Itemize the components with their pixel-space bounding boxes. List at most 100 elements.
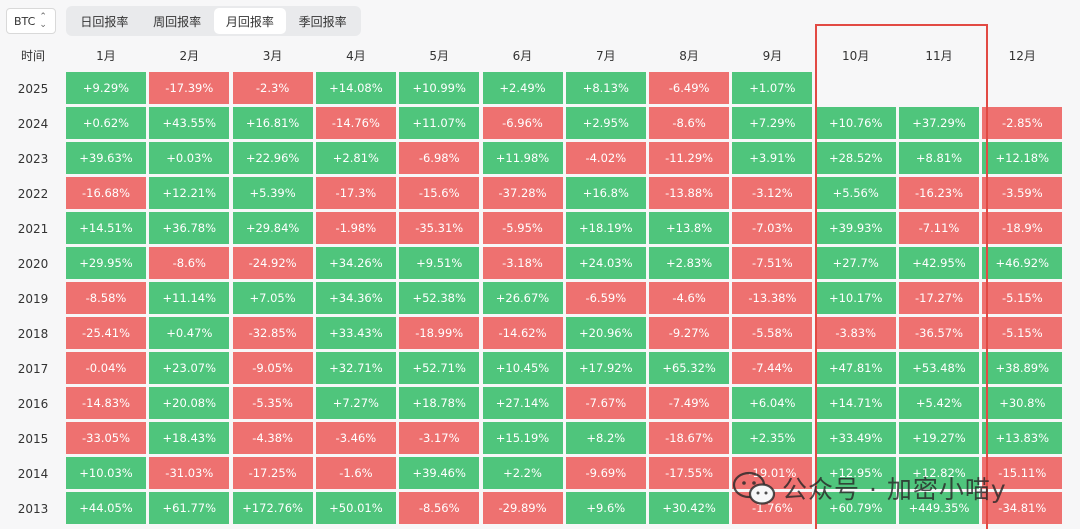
return-cell[interactable]: +5.56% xyxy=(815,177,896,209)
return-cell[interactable]: -5.35% xyxy=(232,387,313,419)
return-cell[interactable]: +29.84% xyxy=(232,212,313,244)
return-cell[interactable]: -25.41% xyxy=(66,317,146,349)
return-cell[interactable]: -14.62% xyxy=(482,317,563,349)
return-cell[interactable]: -18.9% xyxy=(982,212,1063,244)
return-cell[interactable]: +13.8% xyxy=(649,212,730,244)
return-cell[interactable]: +47.81% xyxy=(815,352,896,384)
return-cell[interactable]: -18.67% xyxy=(649,422,730,454)
return-cell[interactable]: +13.83% xyxy=(982,422,1063,454)
return-cell[interactable]: +0.47% xyxy=(149,317,230,349)
return-cell[interactable]: +27.7% xyxy=(815,247,896,279)
return-cell[interactable]: -32.85% xyxy=(232,317,313,349)
return-cell[interactable]: +5.42% xyxy=(899,387,979,419)
return-cell[interactable]: -7.11% xyxy=(899,212,979,244)
return-cell[interactable]: +34.36% xyxy=(315,282,396,314)
return-cell[interactable]: -3.83% xyxy=(815,317,896,349)
return-cell[interactable]: +19.27% xyxy=(899,422,979,454)
return-cell[interactable]: -11.29% xyxy=(649,142,730,174)
return-cell[interactable]: +26.67% xyxy=(482,282,563,314)
return-cell[interactable]: +2.35% xyxy=(732,422,813,454)
return-cell[interactable]: +7.27% xyxy=(315,387,396,419)
return-cell[interactable]: +38.89% xyxy=(982,352,1063,384)
return-cell[interactable]: +30.42% xyxy=(649,492,730,524)
return-cell[interactable]: -19.01% xyxy=(732,457,813,489)
return-cell[interactable]: +10.17% xyxy=(815,282,896,314)
return-cell[interactable]: +8.13% xyxy=(565,72,646,104)
return-cell[interactable]: +2.95% xyxy=(565,107,646,139)
return-cell[interactable]: -7.03% xyxy=(732,212,813,244)
return-cell[interactable]: -9.69% xyxy=(565,457,646,489)
return-cell[interactable]: +6.04% xyxy=(732,387,813,419)
return-cell[interactable]: -6.98% xyxy=(399,142,480,174)
return-cell[interactable]: +39.46% xyxy=(399,457,480,489)
return-cell[interactable]: +11.14% xyxy=(149,282,230,314)
return-cell[interactable]: -15.11% xyxy=(982,457,1063,489)
return-cell[interactable]: +14.71% xyxy=(815,387,896,419)
return-cell[interactable]: +9.29% xyxy=(66,72,146,104)
return-cell[interactable]: +14.51% xyxy=(66,212,146,244)
return-cell[interactable]: +2.81% xyxy=(315,142,396,174)
return-cell[interactable]: -17.39% xyxy=(149,72,230,104)
return-cell[interactable]: -13.88% xyxy=(649,177,730,209)
return-cell[interactable]: -6.59% xyxy=(565,282,646,314)
return-cell[interactable]: -4.6% xyxy=(649,282,730,314)
return-cell[interactable]: -3.59% xyxy=(982,177,1063,209)
return-cell[interactable]: +42.95% xyxy=(899,247,979,279)
return-cell[interactable]: -33.05% xyxy=(66,422,146,454)
return-cell[interactable]: +30.8% xyxy=(982,387,1063,419)
return-cell[interactable]: +8.81% xyxy=(899,142,979,174)
return-cell[interactable]: -7.67% xyxy=(565,387,646,419)
return-cell[interactable]: -0.04% xyxy=(66,352,146,384)
return-cell[interactable]: +12.95% xyxy=(815,457,896,489)
return-cell[interactable]: -9.05% xyxy=(232,352,313,384)
return-cell[interactable]: -14.76% xyxy=(315,107,396,139)
return-cell[interactable]: -34.81% xyxy=(982,492,1063,524)
return-cell[interactable]: +15.19% xyxy=(482,422,563,454)
return-cell[interactable]: +2.83% xyxy=(649,247,730,279)
return-cell[interactable]: +0.62% xyxy=(66,107,146,139)
tab-daily-return[interactable]: 日回报率 xyxy=(80,14,129,29)
return-cell[interactable]: +29.95% xyxy=(66,247,146,279)
return-cell[interactable]: +2.2% xyxy=(482,457,563,489)
return-cell[interactable]: -29.89% xyxy=(482,492,563,524)
return-cell[interactable]: -3.12% xyxy=(732,177,813,209)
return-cell[interactable]: -24.92% xyxy=(232,247,313,279)
return-cell[interactable]: -16.23% xyxy=(899,177,979,209)
return-cell[interactable]: +10.76% xyxy=(815,107,896,139)
return-cell[interactable]: -9.27% xyxy=(649,317,730,349)
return-cell[interactable]: -6.49% xyxy=(649,72,730,104)
return-cell[interactable]: +28.52% xyxy=(815,142,896,174)
return-cell[interactable]: -5.95% xyxy=(482,212,563,244)
return-cell[interactable]: -8.6% xyxy=(649,107,730,139)
return-cell[interactable]: -7.49% xyxy=(649,387,730,419)
tab-monthly-return[interactable]: 月回报率 xyxy=(213,8,287,34)
return-cell[interactable]: +46.92% xyxy=(982,247,1063,279)
return-cell[interactable]: +36.78% xyxy=(149,212,230,244)
return-cell[interactable]: +50.01% xyxy=(315,492,396,524)
return-cell[interactable]: +44.05% xyxy=(66,492,146,524)
tab-quarterly-return[interactable]: 季回报率 xyxy=(298,14,347,29)
return-cell[interactable]: +23.07% xyxy=(149,352,230,384)
return-cell[interactable]: +37.29% xyxy=(899,107,979,139)
return-cell[interactable]: -17.27% xyxy=(899,282,979,314)
asset-select[interactable]: BTC ⌃ ⌄ xyxy=(6,8,56,34)
return-cell[interactable]: +9.51% xyxy=(399,247,480,279)
tab-weekly-return[interactable]: 周回报率 xyxy=(153,14,202,29)
return-cell[interactable]: +12.82% xyxy=(899,457,979,489)
return-cell[interactable]: +39.63% xyxy=(66,142,146,174)
return-cell[interactable]: +18.43% xyxy=(149,422,230,454)
return-cell[interactable]: +33.43% xyxy=(315,317,396,349)
return-cell[interactable]: -1.98% xyxy=(315,212,396,244)
return-cell[interactable]: -14.83% xyxy=(66,387,146,419)
return-cell[interactable]: +22.96% xyxy=(232,142,313,174)
return-cell[interactable]: -2.85% xyxy=(982,107,1063,139)
return-cell[interactable]: +53.48% xyxy=(899,352,979,384)
return-cell[interactable]: +14.08% xyxy=(315,72,396,104)
return-cell[interactable]: +5.39% xyxy=(232,177,313,209)
return-cell[interactable]: -3.18% xyxy=(482,247,563,279)
return-cell[interactable]: +34.26% xyxy=(315,247,396,279)
return-cell[interactable]: +20.96% xyxy=(565,317,646,349)
return-cell[interactable]: +18.78% xyxy=(399,387,480,419)
return-cell[interactable]: +24.03% xyxy=(565,247,646,279)
return-cell[interactable]: +11.07% xyxy=(399,107,480,139)
